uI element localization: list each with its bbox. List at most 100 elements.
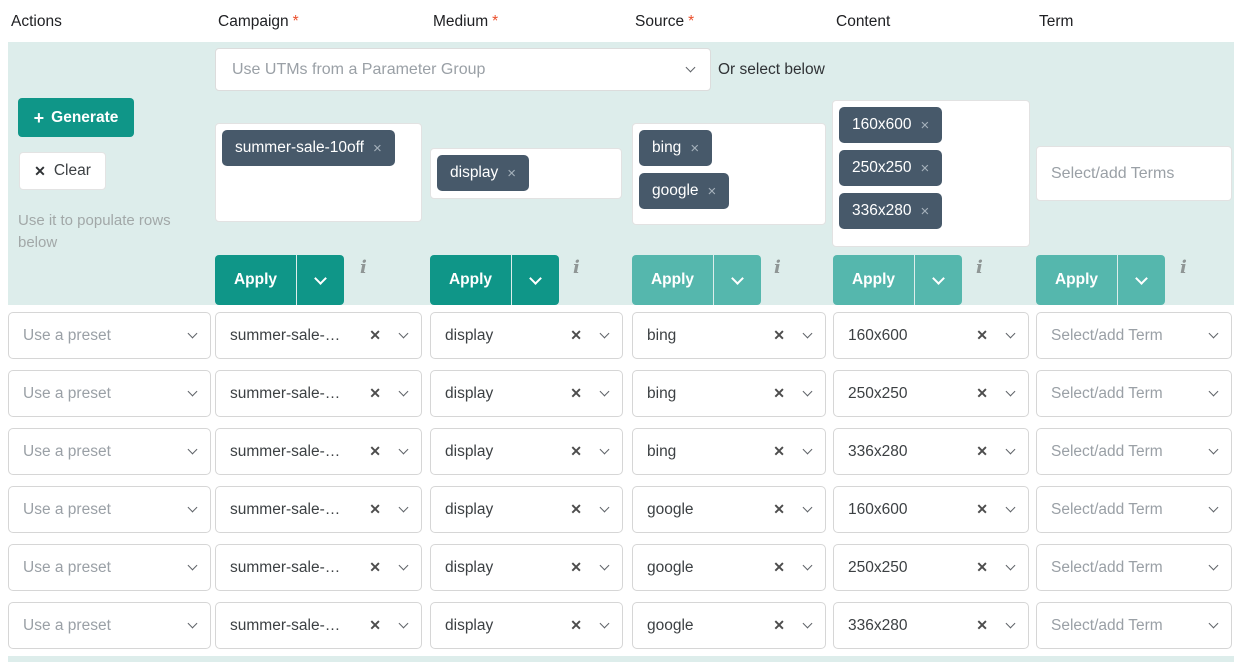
campaign-tags-input[interactable]: summer-sale-10off ×: [215, 123, 422, 222]
source-select[interactable]: google ✕: [632, 544, 826, 591]
parameter-group-select[interactable]: Use UTMs from a Parameter Group: [215, 48, 711, 91]
source-apply-button[interactable]: Apply: [632, 255, 713, 305]
source-apply-dropdown-button[interactable]: [714, 255, 761, 305]
term-select[interactable]: Select/add Term: [1036, 486, 1232, 533]
clear-value-icon[interactable]: ✕: [773, 501, 785, 517]
term-select[interactable]: Select/add Term: [1036, 312, 1232, 359]
clear-button[interactable]: ✕ Clear: [19, 152, 106, 190]
content-tag-chip[interactable]: 336x280 ×: [839, 193, 943, 229]
medium-select[interactable]: display ✕: [430, 544, 623, 591]
remove-tag-icon[interactable]: ×: [690, 139, 700, 157]
clear-value-icon[interactable]: ✕: [976, 443, 988, 459]
preset-select[interactable]: Use a preset: [8, 312, 211, 359]
content-tag-chip[interactable]: 250x250 ×: [839, 150, 943, 186]
source-tag-chip[interactable]: bing ×: [639, 130, 713, 166]
clear-value-icon[interactable]: ✕: [773, 617, 785, 633]
medium-apply-dropdown-button[interactable]: [512, 255, 559, 305]
clear-value-icon[interactable]: ✕: [369, 617, 381, 633]
source-info-icon[interactable]: i: [774, 257, 781, 278]
content-apply-button[interactable]: Apply: [833, 255, 914, 305]
term-select[interactable]: Select/add Term: [1036, 544, 1232, 591]
source-tag-chip[interactable]: google ×: [639, 173, 730, 209]
clear-value-icon[interactable]: ✕: [570, 327, 582, 343]
content-tags-input[interactable]: 160x600 × 250x250 × 336x280 ×: [832, 100, 1030, 247]
remove-tag-icon[interactable]: ×: [372, 139, 382, 157]
preset-select[interactable]: Use a preset: [8, 370, 211, 417]
clear-value-icon[interactable]: ✕: [976, 327, 988, 343]
remove-tag-icon[interactable]: ×: [507, 164, 517, 182]
content-select[interactable]: 250x250 ✕: [833, 370, 1029, 417]
source-select[interactable]: google ✕: [632, 602, 826, 649]
remove-tag-icon[interactable]: ×: [920, 159, 930, 177]
clear-value-icon[interactable]: ✕: [369, 443, 381, 459]
clear-value-icon[interactable]: ✕: [570, 501, 582, 517]
medium-select[interactable]: display ✕: [430, 370, 623, 417]
term-apply-dropdown-button[interactable]: [1118, 255, 1165, 305]
content-apply-dropdown-button[interactable]: [915, 255, 962, 305]
clear-value-icon[interactable]: ✕: [570, 385, 582, 401]
generate-button[interactable]: + Generate: [18, 98, 134, 137]
term-select[interactable]: Select/add Term: [1036, 428, 1232, 475]
content-select[interactable]: 160x600 ✕: [833, 312, 1029, 359]
campaign-tag-chip[interactable]: summer-sale-10off ×: [222, 130, 395, 166]
source-tags-input[interactable]: bing × google ×: [632, 123, 826, 225]
clear-value-icon[interactable]: ✕: [369, 327, 381, 343]
remove-tag-icon[interactable]: ×: [707, 182, 717, 200]
clear-value-icon[interactable]: ✕: [369, 385, 381, 401]
clear-value-icon[interactable]: ✕: [369, 559, 381, 575]
clear-value-icon[interactable]: ✕: [773, 559, 785, 575]
clear-value-icon[interactable]: ✕: [570, 617, 582, 633]
source-value: google: [647, 558, 694, 576]
clear-value-icon[interactable]: ✕: [976, 617, 988, 633]
clear-value-icon[interactable]: ✕: [773, 385, 785, 401]
term-select[interactable]: Select/add Term: [1036, 370, 1232, 417]
remove-tag-icon[interactable]: ×: [920, 116, 930, 134]
medium-select[interactable]: display ✕: [430, 428, 623, 475]
content-tag-chip[interactable]: 160x600 ×: [839, 107, 943, 143]
clear-value-icon[interactable]: ✕: [976, 559, 988, 575]
campaign-select[interactable]: summer-sale-… ✕: [215, 370, 422, 417]
clear-value-icon[interactable]: ✕: [773, 327, 785, 343]
chevron-down-icon: [187, 386, 198, 397]
content-select[interactable]: 336x280 ✕: [833, 602, 1029, 649]
term-select[interactable]: Select/add Term: [1036, 602, 1232, 649]
medium-select[interactable]: display ✕: [430, 486, 623, 533]
medium-tag-chip[interactable]: display ×: [437, 155, 530, 191]
content-info-icon[interactable]: i: [976, 257, 983, 278]
term-tags-input[interactable]: [1036, 146, 1232, 201]
campaign-apply-button[interactable]: Apply: [215, 255, 296, 305]
campaign-select[interactable]: summer-sale-… ✕: [215, 544, 422, 591]
remove-tag-icon[interactable]: ×: [920, 202, 930, 220]
chevron-down-icon: [1005, 444, 1016, 455]
preset-select[interactable]: Use a preset: [8, 602, 211, 649]
source-select[interactable]: bing ✕: [632, 428, 826, 475]
content-select[interactable]: 336x280 ✕: [833, 428, 1029, 475]
preset-select[interactable]: Use a preset: [8, 428, 211, 475]
campaign-select[interactable]: summer-sale-… ✕: [215, 312, 422, 359]
campaign-select[interactable]: summer-sale-… ✕: [215, 486, 422, 533]
medium-info-icon[interactable]: i: [573, 257, 580, 278]
source-select[interactable]: google ✕: [632, 486, 826, 533]
clear-value-icon[interactable]: ✕: [976, 385, 988, 401]
campaign-apply-dropdown-button[interactable]: [297, 255, 344, 305]
term-info-icon[interactable]: i: [1180, 257, 1187, 278]
medium-select[interactable]: display ✕: [430, 312, 623, 359]
medium-select[interactable]: display ✕: [430, 602, 623, 649]
campaign-select[interactable]: summer-sale-… ✕: [215, 602, 422, 649]
content-select[interactable]: 250x250 ✕: [833, 544, 1029, 591]
term-apply-button[interactable]: Apply: [1036, 255, 1117, 305]
clear-value-icon[interactable]: ✕: [570, 443, 582, 459]
preset-select[interactable]: Use a preset: [8, 486, 211, 533]
clear-value-icon[interactable]: ✕: [976, 501, 988, 517]
clear-value-icon[interactable]: ✕: [773, 443, 785, 459]
preset-select[interactable]: Use a preset: [8, 544, 211, 591]
medium-tags-input[interactable]: display ×: [430, 148, 622, 199]
clear-value-icon[interactable]: ✕: [570, 559, 582, 575]
clear-value-icon[interactable]: ✕: [369, 501, 381, 517]
campaign-select[interactable]: summer-sale-… ✕: [215, 428, 422, 475]
medium-apply-button[interactable]: Apply: [430, 255, 511, 305]
campaign-info-icon[interactable]: i: [360, 257, 367, 278]
source-select[interactable]: bing ✕: [632, 312, 826, 359]
content-select[interactable]: 160x600 ✕: [833, 486, 1029, 533]
source-select[interactable]: bing ✕: [632, 370, 826, 417]
